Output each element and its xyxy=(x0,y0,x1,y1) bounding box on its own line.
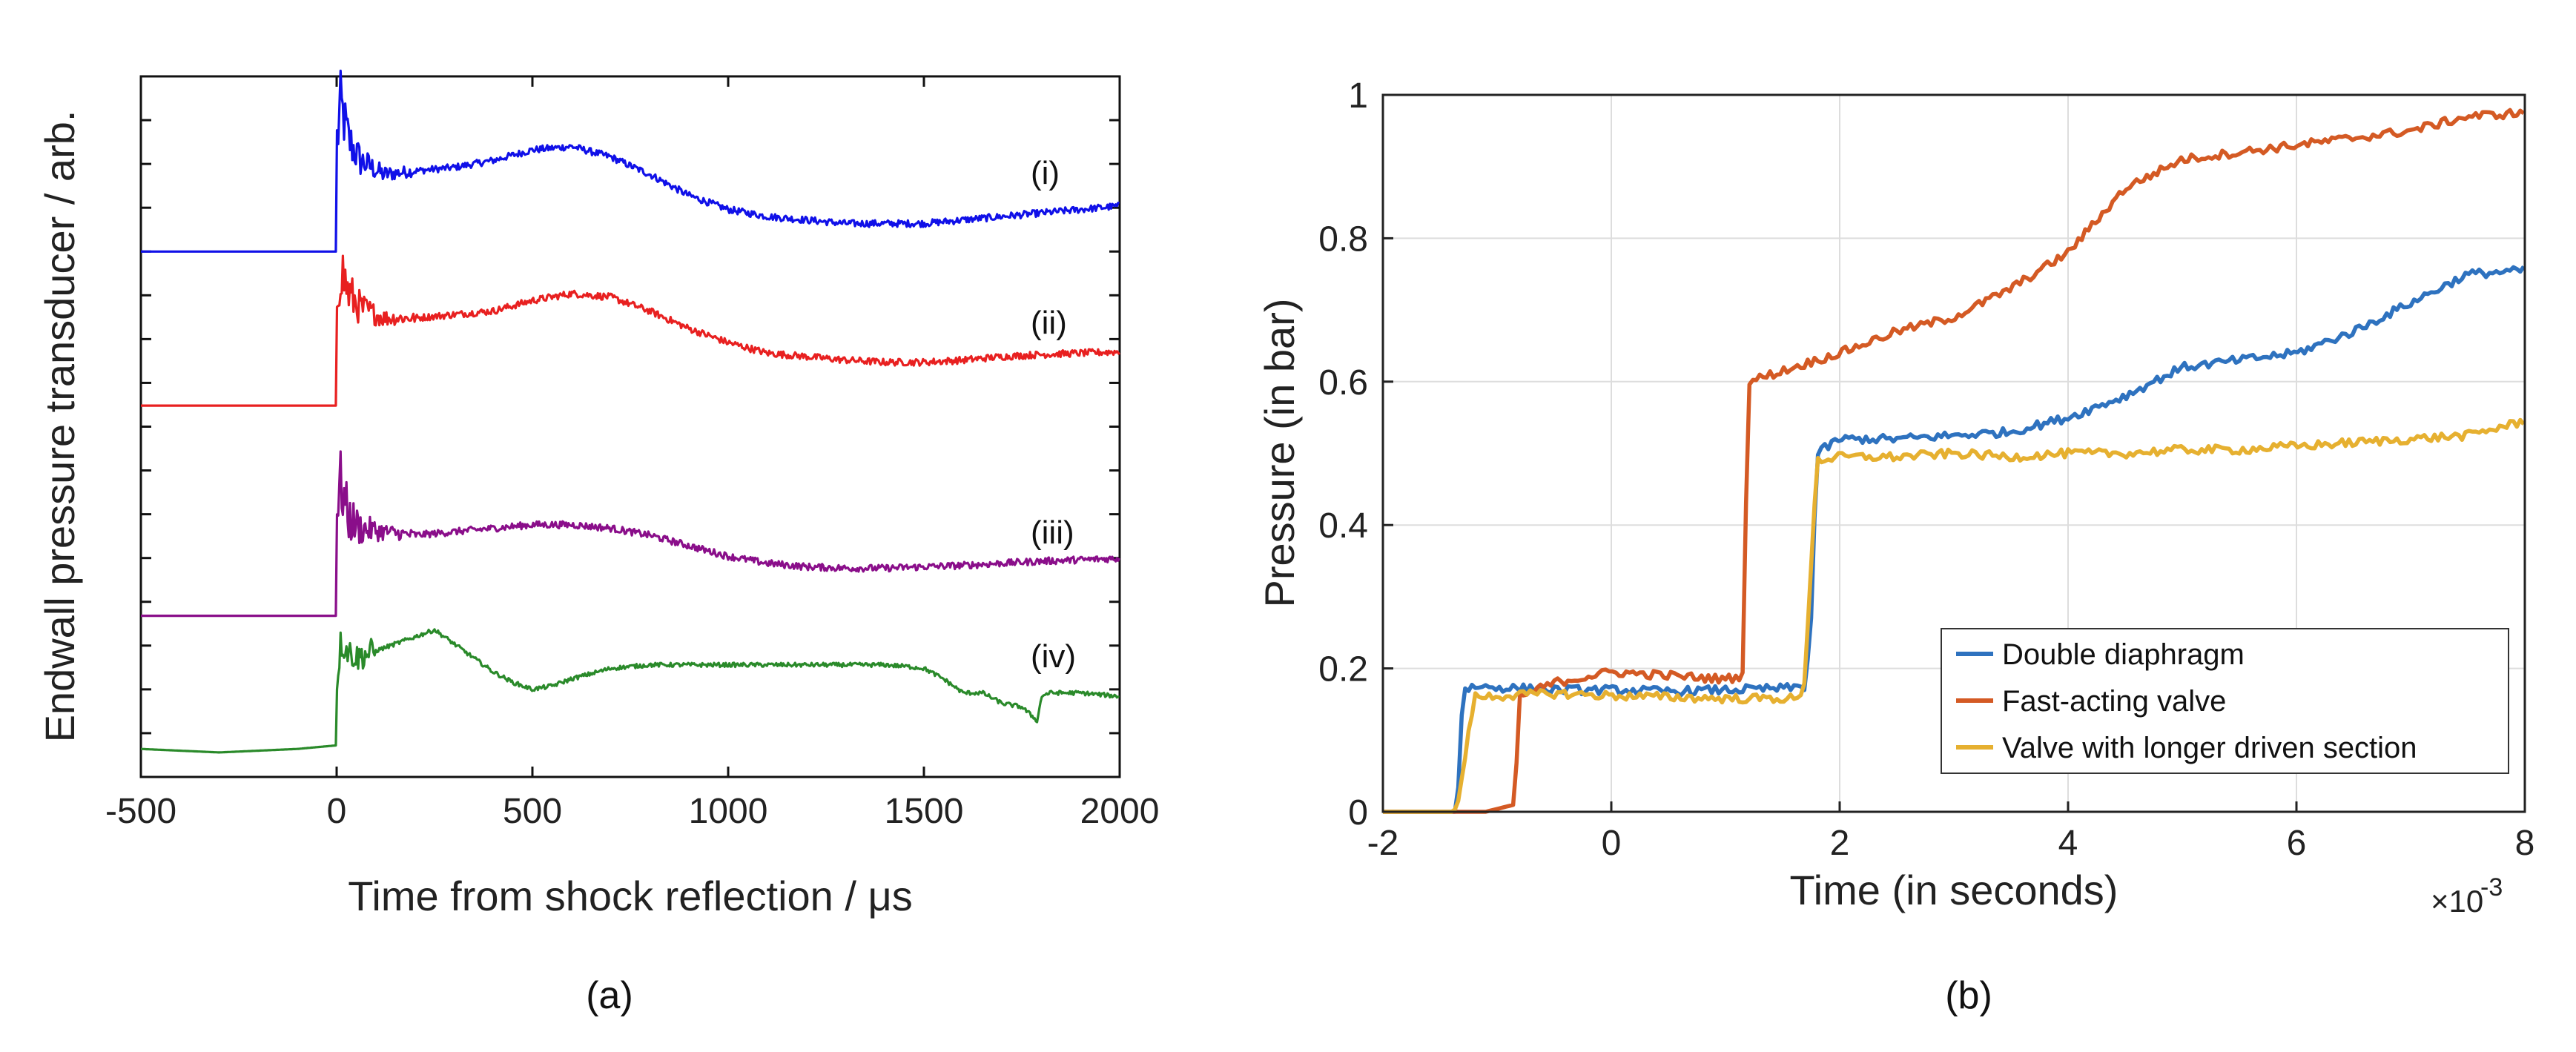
chart-b-y-tick-label: 0.4 xyxy=(1318,506,1368,546)
chart-a-x-tick-label: 1000 xyxy=(689,792,768,831)
chart-b-x-tick-label: 0 xyxy=(1602,824,1622,863)
chart-b-x-tick-label: 8 xyxy=(2515,824,2535,863)
chart-a-plot-area xyxy=(139,75,1121,778)
chart-b: 00.20.40.60.81 -2 0 2 4 6 8 Time (in seconds)… xyxy=(1256,76,2534,1017)
chart-a-series-line-4 xyxy=(140,628,1120,754)
chart-b-x-tick-label: 6 xyxy=(2287,824,2307,863)
chart-a-x-ticks: -500 0 500 1000 1500 2000 xyxy=(105,76,1159,831)
chart-b-y-tick-label: 0.6 xyxy=(1318,363,1368,403)
chart-a-series-label-iii: (iii) xyxy=(1031,515,1074,551)
chart-b-plot-frame xyxy=(1381,93,2526,813)
chart-a-x-axis-label: Time from shock reflection / μs xyxy=(348,873,913,919)
chart-b-series-line-2 xyxy=(1383,107,2526,814)
chart-b-y-tick-label: 1 xyxy=(1348,76,1368,116)
chart-b-series-line-3 xyxy=(1383,417,2526,814)
chart-b-x-tick-label: -2 xyxy=(1367,824,1399,863)
chart-a-y-ticks xyxy=(141,119,1120,735)
chart-b-y-axis-label: Pressure (in bar) xyxy=(1256,298,1303,607)
chart-b-y-ticks: 0 0.2 0.4 0.6 0.8 1 xyxy=(1318,76,1393,833)
panel-label-a: (a) xyxy=(586,974,633,1017)
chart-a-series-line-3 xyxy=(141,450,1120,618)
chart-b-series xyxy=(1383,107,2526,814)
chart-a-series-line-1 xyxy=(141,69,1120,253)
chart-b-x-axis-label: Time (in seconds) xyxy=(1790,867,2118,913)
chart-b-x-multiplier-base: ×10 xyxy=(2431,884,2483,919)
legend-label-fast-acting-valve: Fast-acting valve xyxy=(2002,685,2226,718)
chart-a-series-label-iv: (iv) xyxy=(1031,638,1076,675)
chart-b-y-tick-label: 0.8 xyxy=(1318,219,1368,259)
chart-b-x-multiplier-exponent: -3 xyxy=(2480,873,2503,902)
chart-b-y-tick-label: 0.2 xyxy=(1318,650,1368,689)
legend-box xyxy=(1941,628,2509,774)
chart-a-x-tick-label: -500 xyxy=(105,792,176,831)
chart-b-x-ticks: -2 0 2 4 6 8 xyxy=(1367,801,2535,863)
chart-a-series-label-ii: (ii) xyxy=(1031,305,1067,341)
legend-label-double-diaphragm: Double diaphragm xyxy=(2002,638,2245,671)
chart-b-x-tick-label: 4 xyxy=(2058,824,2078,863)
chart-a-series xyxy=(140,69,1120,754)
chart-b-x-tick-label: 2 xyxy=(1830,824,1850,863)
chart-a-series-line-2 xyxy=(141,254,1120,407)
chart-b-x-multiplier: ×10 -3 xyxy=(2431,873,2503,919)
chart-b-series-line-1 xyxy=(1383,265,2526,814)
chart-a-x-tick-label: 2000 xyxy=(1080,792,1160,831)
chart-a-y-axis-label: Endwall pressure transducer / arb. xyxy=(36,110,83,743)
legend-label-valve-longer-driven: Valve with longer driven section xyxy=(2002,732,2417,764)
panel-label-b: (b) xyxy=(1945,974,1992,1017)
chart-a-x-tick-label: 0 xyxy=(327,792,347,831)
chart-b-y-tick-label: 0 xyxy=(1348,793,1368,833)
chart-a-x-tick-label: 500 xyxy=(503,792,562,831)
chart-a-series-label-i: (i) xyxy=(1031,155,1060,191)
chart-a-x-tick-label: 1500 xyxy=(885,792,964,831)
chart-a: -500 0 500 1000 1500 2000 Time from shock ref… xyxy=(36,69,1159,1017)
chart-b-legend: Double diaphragm Fast-acting valve Valve… xyxy=(1941,628,2509,774)
